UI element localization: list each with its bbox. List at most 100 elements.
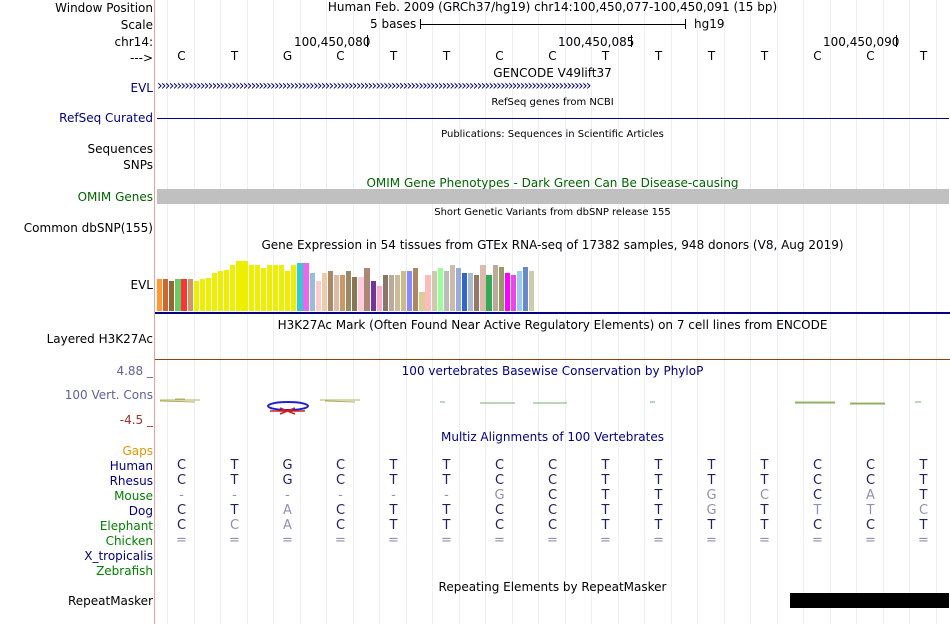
conservation-track-label[interactable]: 100 Vert. Cons [64,388,153,402]
gtex-tissue-bar[interactable] [523,267,529,311]
evl-gene-arrows[interactable]: ››››››››››››››››››››››››››››››››››››››››… [157,78,591,94]
gtex-tissue-bar[interactable] [260,268,266,311]
gtex-tissue-bar[interactable] [413,268,419,311]
repeatmasker-element[interactable] [790,593,949,608]
conservation-mini-alignment[interactable] [155,392,950,416]
gtex-tissue-bar[interactable] [474,275,480,311]
gtex-tissue-bar[interactable] [169,281,175,311]
gtex-tissue-bar[interactable] [443,271,449,311]
gtex-tissue-bar[interactable] [510,275,517,311]
gtex-track-label[interactable]: EVL [130,278,153,292]
gtex-tissue-bar[interactable] [303,263,309,311]
gtex-tissue-bar[interactable] [181,279,187,311]
gtex-tissue-bar[interactable] [401,271,407,311]
alignment-base: T [389,458,398,473]
gtex-tissue-bar[interactable] [340,275,346,311]
gtex-tissue-bar[interactable] [242,261,248,311]
alignment-base: A [283,518,292,533]
gtex-tissue-bar[interactable] [224,270,230,311]
gtex-tissue-bar[interactable] [297,263,303,311]
gtex-tissue-bar[interactable] [333,275,340,311]
species-label-human[interactable]: Human [109,459,153,473]
refseq-track-label[interactable]: RefSeq Curated [59,111,153,125]
gencode-track-label[interactable]: EVL [130,81,153,95]
species-label-mouse[interactable]: Mouse [114,489,153,503]
multiz-track-title[interactable]: Multiz Alignments of 100 Vertebrates [440,430,665,444]
refseq-gene-line[interactable] [157,118,949,119]
gtex-tissue-bar[interactable] [157,279,163,311]
gtex-tissue-bar[interactable] [425,275,431,311]
gtex-tissue-bar[interactable] [279,265,285,311]
gtex-tissue-bar[interactable] [382,275,388,311]
gtex-tissue-bar[interactable] [309,273,315,311]
gtex-tissue-bar[interactable] [370,281,376,311]
dbsnp-track-title[interactable]: Short Genetic Variants from dbSNP releas… [434,207,671,218]
species-label-dog[interactable]: Dog [128,504,153,518]
species-label-gaps[interactable]: Gaps [122,444,153,458]
gtex-tissue-bar[interactable] [504,273,510,311]
gtex-tissue-bar[interactable] [516,271,523,311]
sequences-label[interactable]: Sequences [87,142,153,156]
gtex-tissue-bar[interactable] [419,292,425,311]
gtex-expression-chart[interactable] [157,254,537,311]
gtex-tissue-bar[interactable] [211,273,218,311]
window-position-value[interactable]: Human Feb. 2009 (GRCh37/hg19) chr14:100,… [327,0,778,14]
gtex-tissue-bar[interactable] [437,268,443,311]
species-label-rhesus[interactable]: Rhesus [109,474,153,488]
omim-track-title[interactable]: OMIM Gene Phenotypes - Dark Green Can Be… [366,176,739,190]
h3k27ac-track-label[interactable]: Layered H3K27Ac [46,332,153,346]
repeatmasker-track-label[interactable]: RepeatMasker [67,594,153,608]
h3k27ac-track-title[interactable]: H3K27Ac Mark (Often Found Near Active Re… [277,318,828,332]
omim-track-label[interactable]: OMIM Genes [77,190,153,204]
publications-track-title[interactable]: Publications: Sequences in Scientific Ar… [441,129,664,140]
gtex-tissue-bar[interactable] [248,265,254,311]
gtex-tissue-bar[interactable] [388,275,395,311]
conservation-track-title[interactable]: 100 vertebrates Basewise Conservation by… [401,364,704,378]
species-label-zebrafish[interactable]: Zebrafish [96,564,153,578]
dbsnp-track-label[interactable]: Common dbSNP(155) [23,221,153,235]
gtex-tissue-bar[interactable] [352,277,358,311]
gtex-tissue-bar[interactable] [346,271,352,311]
gtex-tissue-bar[interactable] [407,271,413,311]
gtex-tissue-bar[interactable] [327,271,334,311]
gtex-tissue-bar[interactable] [492,265,498,311]
refseq-track-title[interactable]: RefSeq genes from NCBI [491,97,614,108]
gtex-tissue-bar[interactable] [468,273,474,311]
gtex-tissue-bar[interactable] [175,279,181,311]
gtex-tissue-bar[interactable] [394,275,401,311]
gtex-tissue-bar[interactable] [163,279,169,311]
gtex-tissue-bar[interactable] [187,279,193,311]
gtex-tissue-bar[interactable] [358,277,364,311]
gtex-tissue-bar[interactable] [254,265,260,311]
gtex-tissue-bar[interactable] [462,273,468,311]
omim-gene-bar[interactable] [157,189,949,204]
gtex-tissue-bar[interactable] [266,265,273,311]
gtex-tissue-bar[interactable] [376,286,382,311]
gtex-tissue-bar[interactable] [236,261,242,311]
gtex-tissue-bar[interactable] [230,265,236,311]
gtex-tissue-bar[interactable] [199,279,205,311]
gtex-tissue-bar[interactable] [315,281,321,311]
gtex-tissue-bar[interactable] [193,281,199,311]
species-label-chicken[interactable]: Chicken [105,534,153,548]
gtex-tissue-bar[interactable] [529,271,535,311]
species-label-elephant[interactable]: Elephant [99,519,153,533]
gtex-tissue-bar[interactable] [285,271,291,311]
gtex-tissue-bar[interactable] [291,265,297,311]
gtex-tissue-bar[interactable] [455,268,462,311]
snps-label[interactable]: SNPs [123,158,153,172]
gtex-tissue-bar[interactable] [321,273,327,311]
gtex-tissue-bar[interactable] [431,271,437,311]
species-label-x_tropicalis[interactable]: X_tropicalis [84,549,153,563]
gtex-tissue-bar[interactable] [205,278,212,311]
gtex-tissue-bar[interactable] [364,268,370,311]
gtex-tissue-bar[interactable] [449,265,456,311]
gtex-tissue-bar[interactable] [272,265,279,311]
gtex-tissue-bar[interactable] [480,265,486,311]
repeatmasker-track-title[interactable]: Repeating Elements by RepeatMasker [438,580,667,594]
gencode-track-title[interactable]: GENCODE V49lift37 [493,66,612,80]
gtex-tissue-bar[interactable] [486,275,492,311]
gtex-tissue-bar[interactable] [218,271,224,311]
gtex-track-title[interactable]: Gene Expression in 54 tissues from GTEx … [261,238,844,252]
gtex-tissue-bar[interactable] [498,267,504,311]
